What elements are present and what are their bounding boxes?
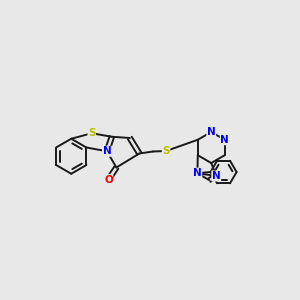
- Text: S: S: [88, 128, 95, 138]
- Text: N: N: [207, 127, 216, 137]
- Text: N: N: [212, 171, 220, 181]
- Text: O: O: [104, 175, 113, 184]
- Text: N: N: [220, 135, 229, 145]
- Text: N: N: [103, 146, 111, 156]
- Text: N: N: [193, 168, 202, 178]
- Text: S: S: [162, 146, 170, 156]
